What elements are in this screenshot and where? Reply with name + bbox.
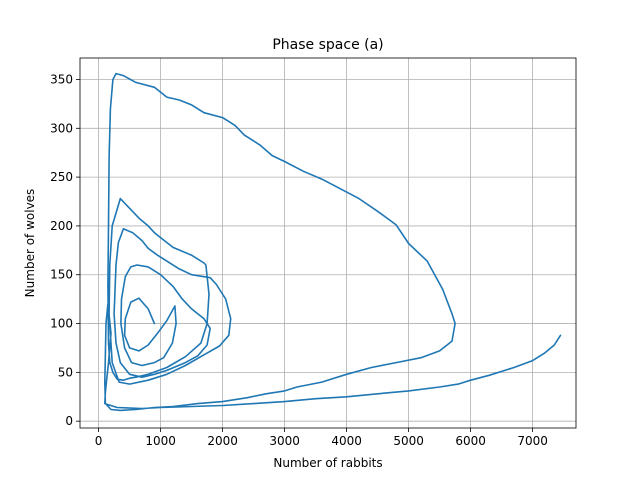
y-tick-label: 250 [50, 170, 73, 184]
x-tick-label: 3000 [269, 434, 300, 448]
y-axis-label: Number of wolves [23, 189, 37, 298]
y-tick-label: 150 [50, 268, 73, 282]
y-tick-label: 350 [50, 72, 73, 86]
x-axis-label: Number of rabbits [273, 456, 382, 470]
x-tick-label: 7000 [517, 434, 548, 448]
x-tick-label: 4000 [331, 434, 362, 448]
x-tick-label: 0 [95, 434, 103, 448]
y-tick-label: 300 [50, 121, 73, 135]
phase-trajectory [104, 72, 562, 412]
x-tick-label: 1000 [145, 434, 176, 448]
plot-frame [79, 57, 577, 429]
y-tick-label: 0 [65, 414, 73, 428]
x-tick-label: 5000 [393, 434, 424, 448]
y-tick-label: 200 [50, 219, 73, 233]
x-tick-label: 6000 [455, 434, 486, 448]
y-tick-label: 50 [58, 365, 73, 379]
y-tick-label: 100 [50, 317, 73, 331]
tick-layer: 0 1000 2000 3000 4000 5000 6000 7000 0 50 100 150 20… [50, 72, 548, 448]
chart-title: Phase space (a) [272, 37, 383, 53]
series-layer [104, 72, 562, 412]
x-tick-label: 2000 [207, 434, 238, 448]
